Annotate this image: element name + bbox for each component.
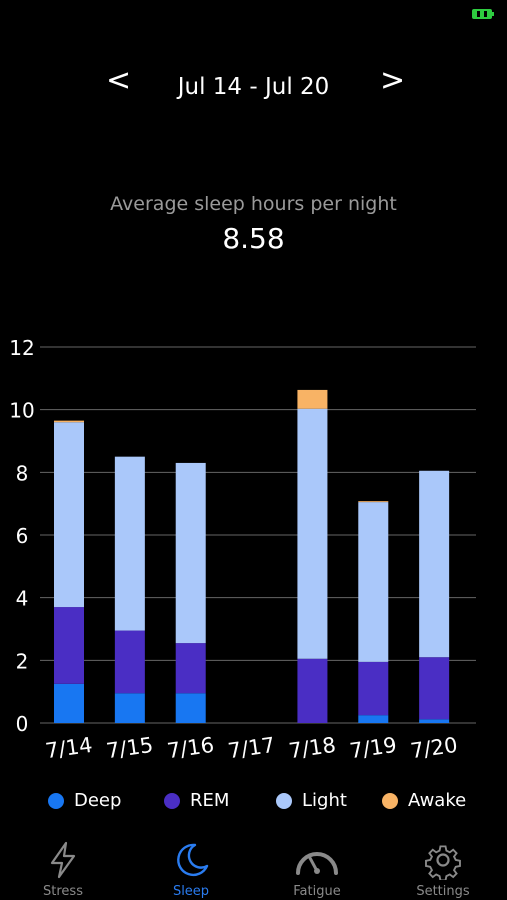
bar-rem-7-19 — [358, 661, 389, 716]
lightning-icon — [50, 841, 76, 879]
bar-light-7-15 — [114, 456, 145, 631]
tab-fatigue[interactable]: Fatigue — [262, 840, 372, 900]
legend-dot-light — [276, 792, 292, 809]
bar-light-7-18 — [297, 408, 328, 659]
bar-deep-7-19 — [358, 715, 389, 723]
bar-awake-7-18 — [297, 389, 328, 409]
tab-label-stress: Stress — [43, 884, 83, 899]
bar-rem-7-16 — [175, 643, 206, 694]
previous-week-button[interactable]: < — [106, 63, 132, 98]
tab-settings[interactable]: Settings — [388, 840, 498, 900]
legend-label-deep: Deep — [74, 790, 122, 811]
bar-deep-7-15 — [114, 693, 145, 723]
bar-rem-7-20 — [419, 657, 450, 720]
tab-label-sleep: Sleep — [172, 884, 210, 899]
tab-stress[interactable]: Stress — [8, 840, 118, 900]
legend-item-deep: Deep — [48, 790, 121, 811]
x-tick-label: 7/16 — [166, 733, 216, 763]
y-tick-label: 8 — [16, 461, 29, 485]
x-tick-label: 7/18 — [287, 733, 337, 763]
bar-light-7-16 — [175, 462, 206, 644]
bar-light-7-19 — [358, 502, 389, 662]
legend-item-awake: Awake — [382, 790, 466, 811]
date-range-title: Jul 14 - Jul 20 — [177, 74, 330, 100]
legend-label-rem: REM — [190, 790, 230, 811]
legend-dot-rem — [164, 792, 180, 809]
bar-rem-7-15 — [114, 630, 145, 694]
y-tick-label: 4 — [16, 587, 29, 611]
bar-awake-7-19 — [358, 501, 389, 503]
y-tick-label: 2 — [16, 649, 29, 673]
tab-label-settings: Settings — [416, 884, 470, 899]
sleep-stacked-bar-chart: 0 2 4 6 8 10 12 7/14 7/15 7/16 7/17 7/18 7/19 7/20 — [9, 336, 476, 763]
chart-legend: Deep REM Light Awake — [0, 790, 507, 814]
legend-item-rem: REM — [164, 790, 229, 811]
bar-light-7-20 — [419, 470, 450, 658]
x-tick-label: 7/19 — [348, 733, 398, 763]
y-tick-label: 12 — [9, 336, 34, 360]
next-week-button[interactable]: > — [380, 63, 406, 98]
legend-label-awake: Awake — [408, 790, 467, 811]
bar-rem-7-14 — [54, 607, 84, 684]
moon-icon — [177, 843, 209, 877]
bar-awake-7-14 — [54, 420, 84, 423]
battery-icon — [472, 9, 494, 19]
bottom-tab-bar: Stress Sleep Fatigue Settings — [0, 840, 507, 900]
gauge-icon — [296, 852, 338, 875]
bar-rem-7-18 — [297, 658, 328, 723]
x-tick-label: 7/14 — [44, 733, 94, 763]
x-tick-label: 7/20 — [409, 733, 459, 763]
tab-sleep[interactable]: Sleep — [136, 840, 246, 900]
bar-deep-7-20 — [419, 719, 450, 723]
y-tick-label: 6 — [16, 524, 29, 548]
average-sleep-value: 8.58 — [222, 222, 285, 255]
x-tick-label: 7/17 — [226, 733, 276, 763]
y-tick-label: 0 — [16, 712, 29, 736]
x-tick-label: 7/15 — [105, 733, 155, 763]
legend-label-light: Light — [302, 790, 347, 811]
bar-deep-7-14 — [54, 683, 84, 723]
legend-item-light: Light — [276, 790, 347, 811]
y-tick-label: 10 — [9, 399, 34, 423]
average-sleep-label: Average sleep hours per night — [110, 193, 397, 215]
legend-dot-awake — [382, 792, 398, 809]
legend-dot-deep — [48, 792, 64, 809]
bar-deep-7-16 — [175, 693, 206, 723]
tab-label-fatigue: Fatigue — [293, 884, 341, 899]
bar-light-7-14 — [54, 422, 84, 608]
gear-icon — [425, 845, 461, 880]
